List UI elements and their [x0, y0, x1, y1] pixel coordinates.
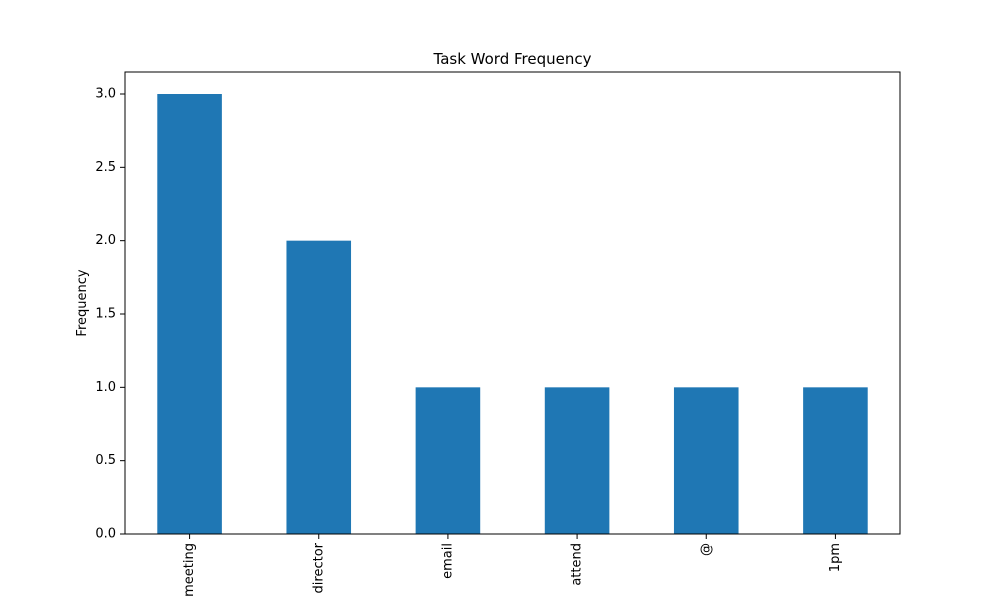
bar-1pm	[803, 387, 868, 534]
y-axis: 0.0 0.5 1.0 1.5 2.0 2.5 3.0	[95, 87, 125, 542]
y-tick-label: 0.5	[95, 453, 116, 468]
y-tick-label: 2.0	[95, 233, 116, 248]
axes-frame	[124, 71, 901, 535]
x-tick-label: director	[311, 542, 326, 593]
x-tick-label: 1pm	[828, 543, 843, 572]
bar-director	[286, 240, 352, 534]
y-tick-label: 0.0	[95, 527, 116, 542]
bar-@	[673, 387, 739, 534]
bars-group	[157, 94, 868, 534]
chart-title: Task Word Frequency	[433, 50, 592, 68]
bar-attend	[544, 387, 610, 534]
y-tick-label: 1.5	[95, 307, 116, 322]
x-axis: meeting director email attend @1pm	[182, 534, 843, 597]
bar-meeting	[157, 94, 222, 534]
x-tick-label: email	[440, 543, 455, 579]
y-tick-label: 2.5	[95, 160, 116, 175]
y-tick-label: 3.0	[95, 87, 116, 102]
x-tick-label: meeting	[182, 543, 197, 597]
y-tick-label: 1.0	[95, 380, 116, 395]
x-tick-label: attend	[570, 543, 585, 586]
y-axis-label: Frequency	[75, 269, 90, 336]
bar-email	[415, 387, 481, 534]
x-tick-label: @	[699, 543, 714, 556]
